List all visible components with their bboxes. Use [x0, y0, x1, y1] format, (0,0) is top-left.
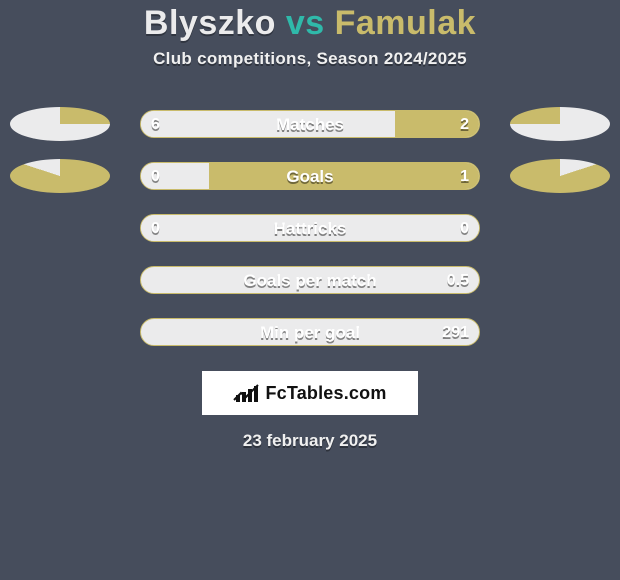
bar-right-fill	[209, 163, 479, 189]
pie-right	[510, 159, 610, 193]
stat-bar: Goals per match0.5	[140, 266, 480, 294]
bar-left-fill	[141, 111, 395, 137]
title-left: Blyszko	[144, 4, 276, 42]
stat-row: Goals01	[0, 159, 620, 193]
chart-icon	[233, 383, 259, 403]
pie-left	[10, 107, 110, 141]
bar-left-fill	[141, 215, 479, 241]
stat-row: Hattricks00	[0, 211, 620, 245]
bar-right-fill	[395, 111, 480, 137]
page-title: Blyszko vs Famulak	[0, 4, 620, 43]
stat-bar: Matches62	[140, 110, 480, 138]
footer-logo-text: FcTables.com	[265, 383, 386, 404]
stat-bar: Goals01	[140, 162, 480, 190]
bar-label: Min per goal	[141, 319, 479, 345]
bar-label: Goals per match	[141, 267, 479, 293]
value-right: 291	[442, 319, 469, 345]
stat-bar: Min per goal291	[140, 318, 480, 346]
stat-row: Goals per match0.5	[0, 263, 620, 297]
stat-row: Matches62	[0, 107, 620, 141]
value-right: 0.5	[447, 267, 469, 293]
pie-left	[10, 159, 110, 193]
stat-row: Min per goal291	[0, 315, 620, 349]
footer-logo[interactable]: FcTables.com	[202, 371, 418, 415]
bar-left-fill	[141, 163, 209, 189]
rows-container: Matches62 Goals01 Hattricks00 Goals per mat…	[0, 107, 620, 349]
comparison-card: Blyszko vs Famulak Club competitions, Se…	[0, 0, 620, 451]
title-vs: vs	[276, 4, 335, 42]
footer-date: 23 february 2025	[0, 431, 620, 451]
stat-bar: Hattricks00	[140, 214, 480, 242]
pie-right	[510, 107, 610, 141]
title-right: Famulak	[335, 4, 476, 42]
subtitle: Club competitions, Season 2024/2025	[0, 49, 620, 69]
